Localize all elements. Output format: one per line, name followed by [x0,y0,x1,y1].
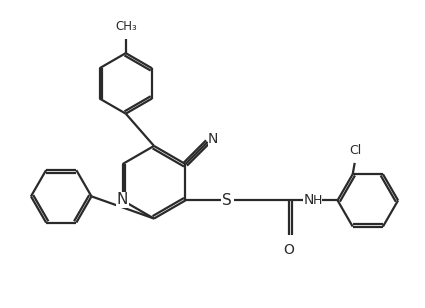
Text: Cl: Cl [349,144,362,157]
Text: CH₃: CH₃ [115,20,136,33]
Text: N: N [208,132,218,146]
Text: S: S [222,193,232,208]
Text: H: H [313,194,322,207]
Text: N: N [116,192,128,208]
Text: O: O [284,243,295,257]
Text: N: N [303,193,314,207]
